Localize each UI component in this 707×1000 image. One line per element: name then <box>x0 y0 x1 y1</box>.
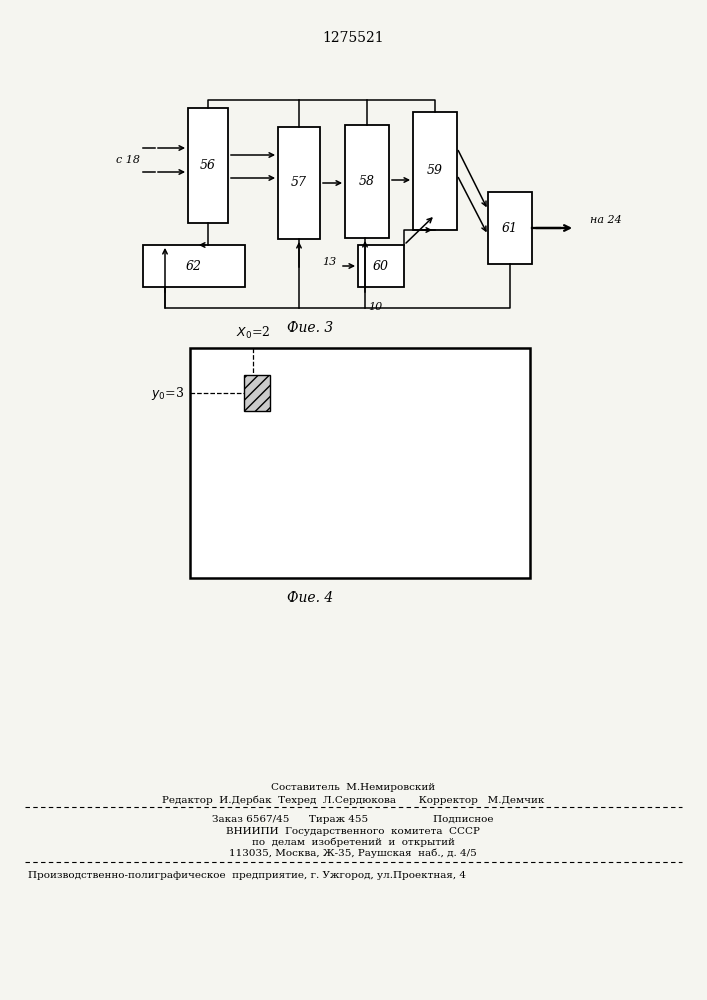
Text: 62: 62 <box>186 259 202 272</box>
Bar <box>190 348 530 578</box>
Text: Редактор  И.Дербак  Техред  Л.Сердюкова       Корректор   М.Демчик: Редактор И.Дербак Техред Л.Сердюкова Кор… <box>162 795 544 805</box>
Text: 1275521: 1275521 <box>322 31 384 45</box>
Bar <box>244 375 270 411</box>
Bar <box>488 192 532 264</box>
Text: 113035, Москва, Ж-35, Раушская  наб., д. 4/5: 113035, Москва, Ж-35, Раушская наб., д. … <box>229 848 477 858</box>
Text: 57: 57 <box>291 176 307 190</box>
Text: 13: 13 <box>322 257 336 267</box>
Bar <box>278 127 320 239</box>
Text: 56: 56 <box>200 159 216 172</box>
Bar <box>143 245 245 287</box>
Text: Заказ 6567/45      Тираж 455                    Подписное: Заказ 6567/45 Тираж 455 Подписное <box>212 814 493 824</box>
Text: Составитель  М.Немировский: Составитель М.Немировский <box>271 782 435 792</box>
Text: на 24: на 24 <box>590 215 621 225</box>
Text: 60: 60 <box>373 259 389 272</box>
Bar <box>345 125 389 238</box>
Text: $X_0$=2: $X_0$=2 <box>236 325 270 341</box>
Text: Фие. 4: Фие. 4 <box>287 591 333 605</box>
Text: 59: 59 <box>427 164 443 178</box>
Text: Производственно-полиграфическое  предприятие, г. Ужгород, ул.Проектная, 4: Производственно-полиграфическое предприя… <box>28 870 466 880</box>
Bar <box>413 112 457 230</box>
Text: 61: 61 <box>502 222 518 234</box>
Text: по  делам  изобретений  и  открытий: по делам изобретений и открытий <box>252 837 455 847</box>
Text: ВНИИПИ  Государственного  комитета  СССР: ВНИИПИ Государственного комитета СССР <box>226 826 480 836</box>
Text: 58: 58 <box>359 175 375 188</box>
Bar <box>188 108 228 223</box>
Text: Фие. 3: Фие. 3 <box>287 321 333 335</box>
Text: с 18: с 18 <box>116 155 140 165</box>
Text: 10: 10 <box>368 302 382 312</box>
Bar <box>358 245 404 287</box>
Text: $y_0$=3: $y_0$=3 <box>151 384 184 401</box>
